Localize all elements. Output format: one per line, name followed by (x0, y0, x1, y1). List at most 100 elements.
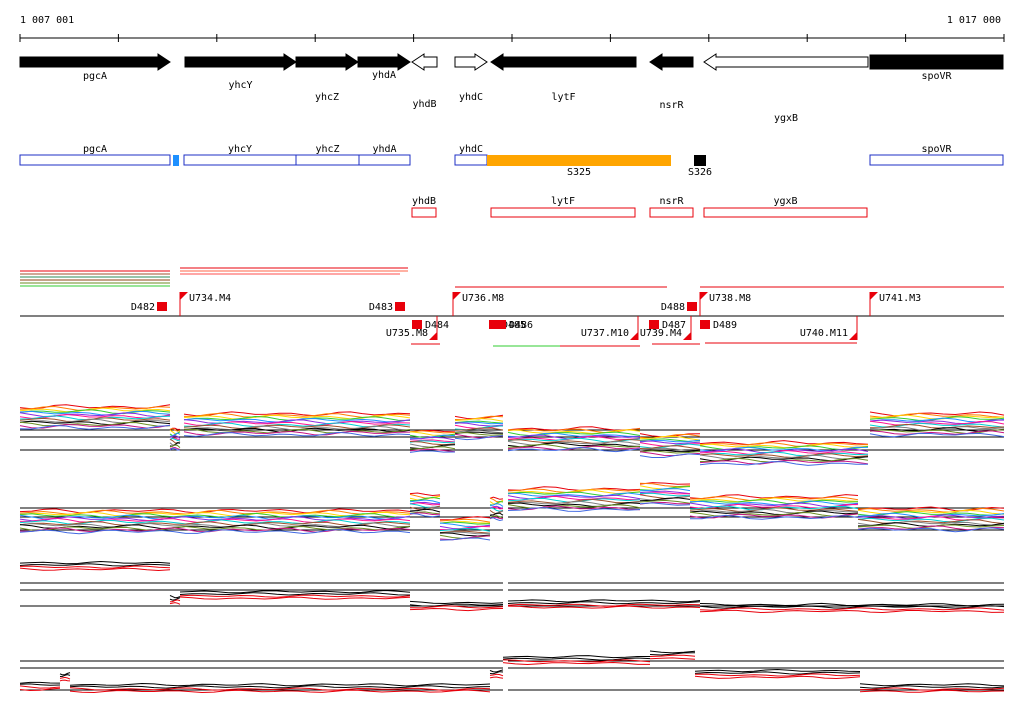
feature-label-D487: D487 (662, 320, 686, 331)
feature-flag-U736.M8 (453, 292, 461, 300)
gene-label-yhdB: yhdB (412, 99, 436, 110)
feature-marker-D483 (395, 302, 405, 311)
profile-trace (19, 563, 1005, 609)
transcript-label-yhdB: yhdB (412, 196, 436, 207)
feature-label-U740.M11: U740.M11 (800, 328, 848, 339)
gene-arrow-yhdA (357, 53, 411, 71)
gene-label-yhdA: yhdA (372, 70, 396, 81)
profile-trace (19, 652, 1005, 689)
gene-label-spoVR: spoVR (921, 71, 952, 82)
coordinate-ruler: 1 007 001 1 017 000 (19, 15, 1005, 42)
feature-flag-U735.M8 (429, 332, 437, 340)
feature-flag-U738.M8 (700, 292, 708, 300)
profile-trace (19, 560, 1005, 607)
feature-marker-D484 (412, 320, 422, 329)
feature-label-U737.M10: U737.M10 (581, 328, 629, 339)
profile-trace (19, 499, 1005, 540)
transcript-box-ygxB (703, 207, 868, 218)
gene-track: pgcA yhcY yhcZ yhdA yhdB yhdC lytF nsrR ygxB spoV… (19, 53, 1004, 124)
transcript-label-ygxB: ygxB (773, 196, 797, 207)
profile-trace (19, 502, 1005, 541)
feature-marker-D489 (700, 320, 710, 329)
gene-arrow-lytF (490, 53, 637, 71)
transcript-unit-track: yhdB lytF nsrR ygxB (411, 196, 868, 218)
feature-label-D484: D484 (425, 320, 449, 331)
operon-label-yhcY: yhcY (228, 144, 252, 155)
srna-label-S326: S326 (688, 167, 712, 178)
profile-trace (19, 657, 1005, 694)
profile-trace (19, 497, 1005, 537)
gene-arrow-yhdC (454, 53, 488, 71)
gene-label-pgcA: pgcA (83, 71, 107, 82)
feature-marker-D487 (649, 320, 659, 329)
gene-arrow-ygxB (703, 53, 869, 71)
profile-panel (19, 560, 1005, 614)
transcript-label-lytF: lytF (551, 196, 575, 207)
transcript-label-nsrR: nsrR (659, 196, 684, 207)
operon-label-spoVR: spoVR (921, 144, 952, 155)
feature-label-U736.M8: U736.M8 (462, 293, 504, 304)
transcript-box-yhdB (411, 207, 437, 218)
expression-profiles (19, 404, 1005, 694)
operon-box-spoVR (869, 154, 1004, 166)
profile-trace (19, 567, 1005, 614)
gene-arrow-spoVR (869, 54, 1004, 70)
feature-marker-D486 (496, 320, 506, 329)
gene-arrow-yhdB (411, 53, 438, 71)
gene-arrow-yhcZ (295, 53, 359, 71)
srna-block-S325 (487, 155, 671, 166)
profile-panel (19, 482, 1005, 541)
operon-track: pgcA yhcY yhcZ yhdA yhdC spoVR (19, 144, 1004, 166)
feature-flag-U737.M10 (630, 332, 638, 340)
profile-trace (19, 488, 1005, 528)
feature-label-D489: D489 (713, 320, 737, 331)
feature-flag-U739.M4 (683, 332, 691, 340)
feature-marker-D482 (157, 302, 167, 311)
profile-panel (19, 404, 1005, 466)
feature-label-U738.M8: U738.M8 (709, 293, 751, 304)
gene-label-yhdC: yhdC (459, 92, 483, 103)
gene-label-nsrR: nsrR (659, 100, 684, 111)
operon-label-yhdC: yhdC (459, 144, 483, 155)
feature-label-D488: D488 (661, 302, 685, 313)
srna-track: S325 S326 (173, 155, 712, 178)
gene-arrow-pgcA (19, 53, 171, 71)
start-coordinate: 1 007 001 (20, 15, 74, 26)
operon-label-pgcA: pgcA (83, 144, 107, 155)
gene-arrow-nsrR (649, 53, 694, 71)
gene-arrow-yhcY (184, 53, 297, 71)
feature-flag-U741.M3 (870, 292, 878, 300)
profile-panel (19, 650, 1005, 694)
feature-marker-D485 (489, 320, 499, 329)
profile-trace (19, 424, 1005, 466)
feature-label-U739.M4: U739.M4 (640, 328, 682, 339)
operon-box-yhdC (454, 154, 488, 166)
operon-box-yhcY (183, 154, 297, 166)
transcription-feature-track: D482U734.M4D483U735.M8D484U736.M8D485D48… (20, 267, 1004, 347)
end-coordinate: 1 017 000 (947, 15, 1001, 26)
feature-label-D482: D482 (131, 302, 155, 313)
gene-label-yhcY: yhcY (228, 80, 252, 91)
operon-label-yhdA: yhdA (372, 144, 396, 155)
gene-label-yhcZ: yhcZ (315, 92, 339, 103)
operon-box-pgcA (19, 154, 171, 166)
feature-label-U735.M8: U735.M8 (386, 328, 428, 339)
feature-label-U734.M4: U734.M4 (189, 293, 231, 304)
feature-label-D485: D485 (502, 320, 526, 331)
profile-trace (19, 654, 1005, 691)
srna-label-S325: S325 (567, 167, 591, 178)
operon-label-yhcZ: yhcZ (315, 144, 339, 155)
feature-label-D486: D486 (509, 320, 533, 331)
operon-box-yhdA (358, 154, 411, 166)
gene-label-lytF: lytF (551, 92, 575, 103)
feature-marker-D488 (687, 302, 697, 311)
feature-flag-U734.M4 (180, 292, 188, 300)
transcript-box-nsrR (649, 207, 694, 218)
profile-trace (19, 565, 1005, 611)
srna-block-S326 (694, 155, 706, 166)
profile-trace (19, 650, 1005, 687)
operon-box-yhcZ (295, 154, 360, 166)
feature-label-D483: D483 (369, 302, 393, 313)
transcript-box-lytF (490, 207, 636, 218)
